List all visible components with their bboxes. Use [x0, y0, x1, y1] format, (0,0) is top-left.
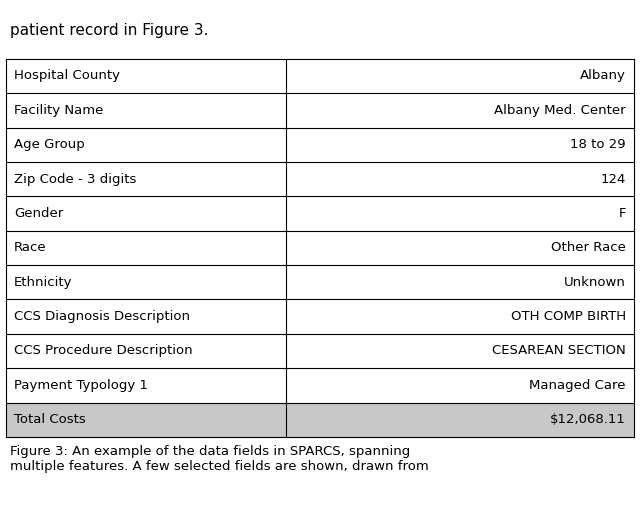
Bar [6, 265, 634, 299]
Bar [6, 403, 634, 437]
Bar [6, 230, 634, 265]
Bar [6, 162, 634, 196]
Text: $12,068.11: $12,068.11 [550, 413, 626, 426]
Text: OTH COMP BIRTH: OTH COMP BIRTH [511, 310, 626, 323]
Text: CCS Procedure Description: CCS Procedure Description [14, 344, 193, 358]
Text: Other Race: Other Race [551, 241, 626, 254]
Text: Age Group: Age Group [14, 138, 85, 151]
Text: Payment Typology 1: Payment Typology 1 [14, 379, 148, 392]
Text: F: F [618, 207, 626, 220]
Text: Race: Race [14, 241, 47, 254]
Bar [6, 299, 634, 334]
Text: Managed Care: Managed Care [529, 379, 626, 392]
Text: Unknown: Unknown [564, 276, 626, 289]
Text: Hospital County: Hospital County [14, 69, 120, 82]
Text: Gender: Gender [14, 207, 63, 220]
Bar [6, 59, 634, 93]
Bar [6, 334, 634, 368]
Text: CESAREAN SECTION: CESAREAN SECTION [492, 344, 626, 358]
Text: 124: 124 [600, 173, 626, 185]
Text: Figure 3: An example of the data fields in SPARCS, spanning
multiple features. A: Figure 3: An example of the data fields … [10, 445, 428, 473]
Text: Albany: Albany [580, 69, 626, 82]
Bar [6, 93, 634, 128]
Text: Facility Name: Facility Name [14, 104, 104, 117]
Text: Zip Code - 3 digits: Zip Code - 3 digits [14, 173, 136, 185]
Text: Ethnicity: Ethnicity [14, 276, 72, 289]
Bar [6, 368, 634, 403]
Text: 18 to 29: 18 to 29 [570, 138, 626, 151]
Bar [6, 128, 634, 162]
Text: Total Costs: Total Costs [14, 413, 86, 426]
Bar [6, 196, 634, 230]
Text: patient record in Figure 3.: patient record in Figure 3. [10, 23, 208, 38]
Text: CCS Diagnosis Description: CCS Diagnosis Description [14, 310, 190, 323]
Text: Albany Med. Center: Albany Med. Center [494, 104, 626, 117]
